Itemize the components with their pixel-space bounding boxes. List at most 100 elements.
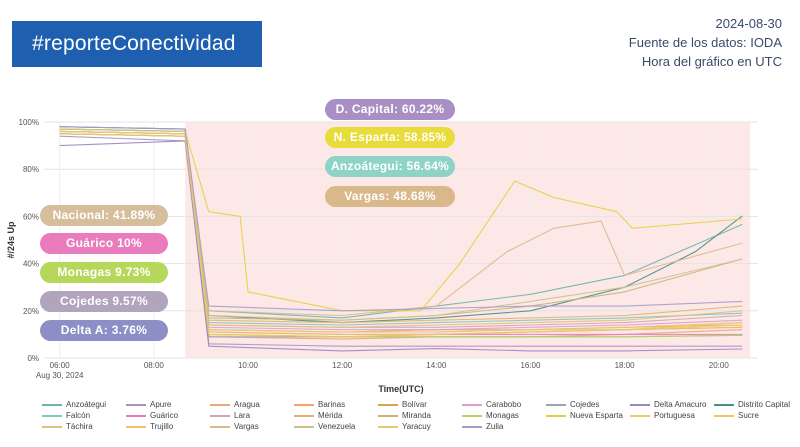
legend-label: Carabobo (486, 400, 522, 409)
legend-label: Nueva Esparta (570, 411, 623, 420)
legend-swatch (378, 414, 398, 417)
callout-pill: Nacional: 41.89% (40, 205, 168, 226)
legend-label: Yaracuy (402, 422, 431, 431)
x-tick-label: 18:00 (615, 361, 636, 370)
x-tick-label: 08:00 (144, 361, 165, 370)
legend-swatch (126, 425, 146, 428)
legend-swatch (378, 403, 398, 406)
y-tick-label: 60% (23, 212, 39, 221)
legend-swatch (294, 414, 314, 417)
series-line (59, 140, 743, 352)
x-tick-label: 06:00 (50, 361, 71, 370)
legend-label: Distrito Capital (738, 400, 791, 409)
x-tick-label: 12:00 (332, 361, 353, 370)
legend-swatch (210, 414, 230, 417)
legend-item: Venezuela (294, 422, 378, 431)
legend-label: Aragua (234, 400, 260, 409)
legend-item: Lara (210, 411, 294, 420)
legend-label: Trujillo (150, 422, 174, 431)
callout-pill: Cojedes 9.57% (40, 291, 168, 312)
y-tick-label: 0% (27, 354, 39, 363)
legend-label: Vargas (234, 422, 259, 431)
legend-label: Zulia (486, 422, 504, 431)
legend-label: Bolívar (402, 400, 427, 409)
series-line (59, 130, 743, 333)
chart-timezone: Hora del gráfico en UTC (641, 54, 782, 69)
legend-item: Mérida (294, 411, 378, 420)
legend-swatch (714, 414, 734, 417)
legend-item: Distrito Capital (714, 400, 798, 409)
x-tick-label: 10:00 (238, 361, 259, 370)
legend-swatch (294, 403, 314, 406)
legend-swatch (210, 403, 230, 406)
callout-pill: Anzoátegui: 56.64% (325, 156, 455, 177)
legend-item: Anzoátegui (42, 400, 126, 409)
y-axis-title: #/24s Up (6, 221, 16, 259)
x-tick-label: 14:00 (426, 361, 447, 370)
legend-label: Barinas (318, 400, 346, 409)
legend-swatch (42, 425, 62, 428)
callout-pill: Monagas 9.73% (40, 262, 168, 283)
legend-item: Miranda (378, 411, 462, 420)
legend-item: Bolívar (378, 400, 462, 409)
series-line (59, 128, 743, 312)
legend-label: Sucre (738, 411, 759, 420)
y-tick-label: 20% (23, 307, 39, 316)
legend-swatch (546, 414, 566, 417)
legend-swatch (42, 403, 62, 406)
legend-swatch (630, 403, 650, 406)
legend-swatch (378, 425, 398, 428)
callout-pill: N. Esparta: 58.85% (325, 127, 455, 148)
connectivity-line-chart: 0% 20% 40% 60% 80% 100% 06:00 08:00 10:00 12:00 14… (6, 118, 758, 394)
legend-item: Falcón (42, 411, 126, 420)
x-axis-title: Time(UTC) (378, 384, 423, 394)
legend-item: Zulia (462, 422, 546, 431)
legend-item: Táchira (42, 422, 126, 431)
legend-item: Carabobo (462, 400, 546, 409)
legend-item: Apure (126, 400, 210, 409)
legend-swatch (462, 425, 482, 428)
legend-label: Cojedes (570, 400, 600, 409)
legend-label: Lara (234, 411, 251, 420)
legend-item: Yaracuy (378, 422, 462, 431)
callout-pill: Guárico 10% (40, 233, 168, 254)
legend-swatch (42, 414, 62, 417)
legend-swatch (126, 403, 146, 406)
legend-label: Falcón (66, 411, 91, 420)
legend-label: Guárico (150, 411, 179, 420)
legend-swatch (546, 403, 566, 406)
data-source: Fuente de los datos: IODA (628, 35, 782, 50)
legend-swatch (630, 414, 650, 417)
legend-item: Barinas (294, 400, 378, 409)
legend-label: Delta Amacuro (654, 400, 707, 409)
legend-swatch (714, 403, 734, 406)
callout-pill: D. Capital: 60.22% (325, 99, 455, 120)
legend-label: Venezuela (318, 422, 356, 431)
legend-swatch (462, 403, 482, 406)
legend-item: Sucre (714, 411, 798, 420)
legend-item: Delta Amacuro (630, 400, 714, 409)
x-date-label: Aug 30, 2024 (36, 371, 84, 380)
outage-shading (185, 122, 751, 358)
x-tick-label: 16:00 (520, 361, 541, 370)
x-tick-label: 20:00 (709, 361, 730, 370)
legend-item: Aragua (210, 400, 294, 409)
legend-item: Trujillo (126, 422, 210, 431)
legend-label: Apure (150, 400, 172, 409)
legend-label: Portuguesa (654, 411, 695, 420)
y-tick-label: 80% (23, 165, 39, 174)
legend-label: Miranda (402, 411, 431, 420)
hashtag-text: #reporteConectividad (32, 32, 236, 55)
report-date: 2024-08-30 (715, 16, 783, 31)
legend-label: Anzoátegui (66, 400, 107, 409)
legend-item: Monagas (462, 411, 546, 420)
chart-meta: 2024-08-30 Fuente de los datos: IODA Hor… (629, 14, 782, 71)
series-line (59, 126, 743, 312)
legend-item: Guárico (126, 411, 210, 420)
legend-swatch (210, 425, 230, 428)
callout-pill: Vargas: 48.68% (325, 186, 455, 207)
legend-label: Monagas (486, 411, 519, 420)
hashtag-banner: #reporteConectividad (12, 21, 262, 67)
y-tick-label: 100% (19, 118, 39, 127)
legend-swatch (126, 414, 146, 417)
